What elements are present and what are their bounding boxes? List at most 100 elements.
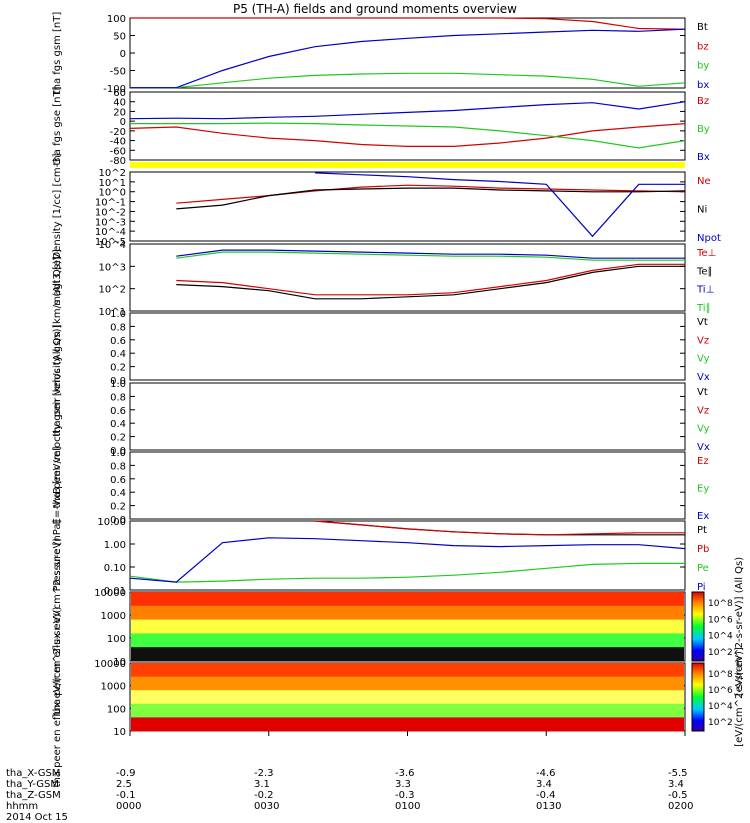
colorbar-tick: 10^8: [708, 670, 733, 680]
series-Ni: [176, 187, 686, 210]
ytick-label: 10^-3: [95, 217, 126, 228]
footer-label-z: tha_Z-GSM: [6, 790, 61, 801]
ytick-label: 10000: [94, 659, 126, 670]
colorbar-tick: 10^2: [708, 648, 733, 658]
ytick-label: -50: [110, 67, 126, 78]
legend-Vx: Vx: [697, 442, 710, 453]
ytick-label: 10: [113, 727, 126, 738]
footer-value: 0000: [116, 801, 142, 812]
colorbar-tick: 10^2: [708, 718, 733, 728]
footer-value: -0.9: [116, 768, 136, 779]
panel-frame-bfield_gsm: [129, 17, 686, 89]
ytick-label: 10^2: [99, 168, 126, 179]
footer-value: 2.5: [116, 779, 132, 790]
series-Ti: [176, 249, 685, 259]
legend-Bt: Bt: [697, 22, 708, 33]
series-Pi: [129, 537, 686, 583]
legend-Ti∥: Ti∥: [696, 303, 711, 314]
series-Bx: [129, 101, 686, 120]
ytick-label: 10^3: [99, 262, 126, 273]
legend-Pb: Pb: [697, 544, 709, 555]
ytick-label: -60: [110, 146, 126, 157]
ylabel-temperature: magt3 [eV]: [52, 249, 63, 306]
ytick-label: 0.10: [104, 563, 126, 574]
footer-col-2: -3.6 3.3 -0.3 0100: [395, 768, 420, 812]
footer-value: 0100: [395, 801, 421, 812]
ytick-label: 10: [113, 657, 126, 668]
panel-frame-density: [129, 171, 686, 242]
ytick-label: 10000: [94, 588, 126, 599]
spectrogram-band: [131, 663, 684, 678]
ylabel-ion_velocity: tha peir velocity gsm [km/s (All Qs)]: [52, 256, 63, 437]
ytick-label: 0.8: [110, 461, 126, 472]
spectrogram-band: [131, 647, 684, 662]
yellow-status-bar: [130, 162, 685, 168]
series-bz: [130, 17, 686, 30]
footer-value: 3.1: [254, 779, 270, 790]
colorbar-label-ion_spectrogram: [eV/(cm^2-s-sr-eV)] (All Qs): [734, 557, 745, 696]
series-Npot: [314, 172, 685, 238]
colorbar-tick: 10^6: [708, 615, 733, 625]
footer-value: -0.5: [668, 790, 688, 801]
footer-value: -2.3: [254, 768, 274, 779]
ylabel-ion_spectrogram: tha peir en eflux eV/(cm^2-s-sr-eV): [52, 538, 63, 716]
ylabel-bfield_gsm: tha fgs gsm [nT]: [52, 12, 63, 95]
ylabel-pressure: Pressure [nPa]: [52, 520, 63, 592]
footer-col-0: -0.9 2.5 -0.1 0000: [116, 768, 141, 812]
spectrogram-band: [131, 717, 684, 732]
footer-value: 3.4: [536, 779, 552, 790]
ytick-label: -20: [110, 127, 126, 138]
ytick-label: 0.8: [110, 392, 126, 403]
ytick-label: -80: [110, 156, 126, 167]
ytick-label: 1.0: [110, 379, 126, 390]
footer-col-1: -2.3 3.1 -0.2 0030: [254, 768, 279, 812]
ytick-label: 0: [120, 117, 126, 128]
legend-Te⊥: Te⊥: [696, 248, 716, 259]
ytick-label: 60: [113, 88, 126, 99]
series-by: [130, 72, 686, 89]
panel-frame-temperature: [129, 243, 686, 312]
legend-Pt: Pt: [697, 525, 707, 536]
ytick-label: 0.8: [110, 322, 126, 333]
ytick-label: 1.00: [104, 540, 126, 551]
legend-Bz: Bz: [697, 96, 709, 107]
legend-Te∥: Te∥: [696, 266, 713, 277]
panel-frame-bfield_gse: [129, 91, 686, 161]
legend-Pe: Pe: [697, 563, 709, 574]
ytick-label: 10^0: [99, 188, 126, 199]
footer-value: 0130: [536, 801, 562, 812]
ytick-label: 100: [107, 634, 126, 645]
ytick-label: 0.6: [110, 406, 126, 417]
ytick-label: -40: [110, 137, 126, 148]
colorbar-tick: 10^4: [708, 702, 733, 712]
ytick-label: 1.0: [110, 309, 126, 320]
panel-frame-electron_velocity: [129, 382, 686, 451]
ytick-label: 10^1: [99, 178, 126, 189]
ytick-label: 1000: [101, 682, 126, 693]
legend-Npot: Npot: [697, 233, 721, 244]
ylabel-efield: E=-VxB [mV/m]: [52, 446, 63, 524]
footer-label-x: tha_X-GSM: [6, 768, 61, 779]
spectrogram-band: [131, 633, 684, 648]
legend-Vt: Vt: [697, 317, 708, 328]
footer-labels: tha_X-GSM tha_Y-GSM tha_Z-GSM hhmm 2014 …: [6, 768, 68, 823]
spectrogram-band: [131, 690, 684, 705]
series-Pb: [314, 520, 685, 536]
legend-Vz: Vz: [697, 335, 709, 346]
series-Ne: [176, 184, 686, 204]
legend-Ni: Ni: [697, 205, 707, 216]
footer-col-3: -4.6 3.4 -0.4 0130: [536, 768, 561, 812]
ytick-label: 0.2: [110, 433, 126, 444]
ytick-label: 10^2: [99, 285, 126, 296]
footer-value: -4.6: [536, 768, 556, 779]
ytick-label: 10^4: [99, 240, 126, 251]
footer-value: 0030: [254, 801, 280, 812]
ytick-label: -100: [103, 84, 126, 95]
series-Te∥: [176, 265, 685, 300]
ytick-label: 10^-1: [95, 198, 126, 209]
legend-Vx: Vx: [697, 372, 710, 383]
footer-value: 3.3: [395, 779, 411, 790]
ytick-label: 0.0: [110, 515, 126, 526]
series-Pe: [129, 562, 685, 583]
